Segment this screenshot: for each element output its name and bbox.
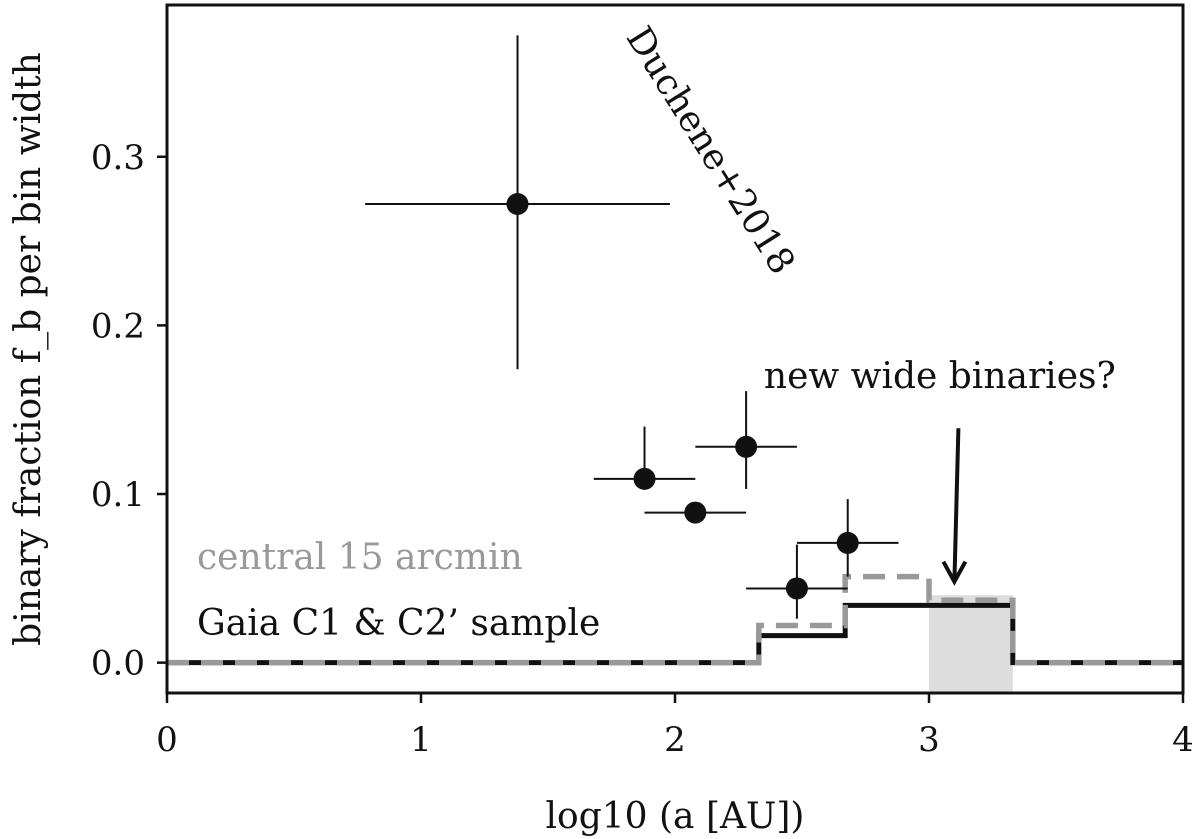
errorbar-point-2 [644,501,747,524]
shaded-bin [929,595,1013,693]
x-tick-label: 0 [156,720,178,760]
x-tick-label: 3 [918,720,940,760]
legend-entry-gaia: Gaia C1 & C2’ sample [197,603,600,644]
legend: central 15 arcmin Gaia C1 & C2’ sample [197,537,600,644]
x-tick-label: 1 [410,720,432,760]
x-axis-label: log10 (a [AU]) [546,796,805,837]
data-point [785,577,808,600]
annotations: Duchene+2018 new wide binaries? [618,20,1116,586]
errorbar-point-3 [695,391,797,489]
axis-ticks: 0 1 2 3 4 0.0 0.1 0.2 0.3 [91,138,1194,760]
x-tick-label: 2 [664,720,686,760]
data-point [633,467,656,490]
legend-entry-central: central 15 arcmin [197,537,523,578]
data-point [506,192,529,215]
x-tick-label: 4 [1172,720,1194,760]
errorbar-point-5 [796,499,899,577]
data-point [836,531,859,554]
y-tick-label: 0.1 [91,475,145,515]
errorbar-point-1 [593,426,696,490]
y-tick-label: 0.0 [91,644,145,684]
y-axis-label: binary fraction f_b per bin width [8,52,49,646]
y-tick-label: 0.2 [91,306,145,346]
annotation-arrow [941,428,968,586]
errorbar-series [365,35,899,619]
errorbar-point-0 [365,35,670,370]
data-point [684,501,707,524]
step-line-central [167,573,1183,666]
data-point [735,435,758,458]
step-series [167,573,1183,666]
errorbar-point-4 [746,544,848,619]
shaded-region [929,595,1013,693]
annotation-new-wide-binaries: new wide binaries? [764,356,1116,397]
y-tick-label: 0.3 [91,138,145,178]
annotation-duchene: Duchene+2018 [618,20,803,282]
